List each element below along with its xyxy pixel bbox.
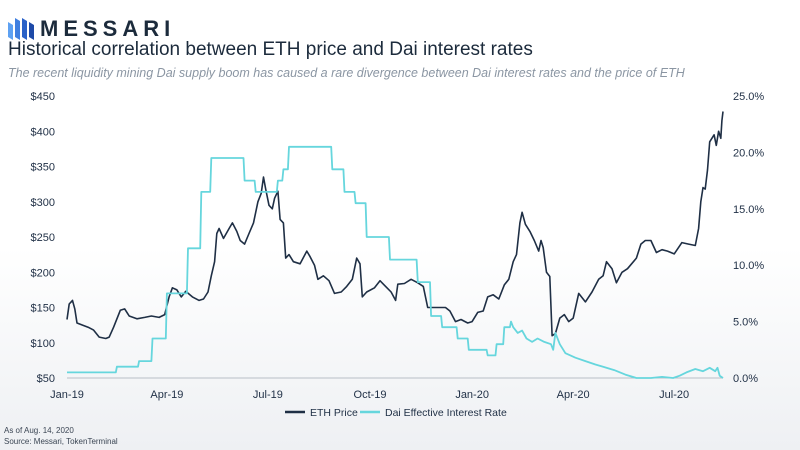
y-left-tick-label: $250 bbox=[31, 232, 55, 244]
y-left-tick-label: $200 bbox=[31, 267, 55, 279]
x-tick-label: Apr-20 bbox=[557, 389, 590, 401]
source-note: Source: Messari, TokenTerminal bbox=[4, 437, 118, 446]
y-left-tick-label: $350 bbox=[31, 162, 55, 174]
chart-subtitle: The recent liquidity mining Dai supply b… bbox=[8, 66, 685, 80]
y-right-tick-label: 0.0% bbox=[733, 373, 758, 385]
brand: MESSARI bbox=[8, 16, 175, 42]
y-right-tick-label: 20.0% bbox=[733, 147, 764, 159]
y-right-tick-label: 25.0% bbox=[733, 91, 764, 103]
brand-name: MESSARI bbox=[40, 16, 176, 41]
x-tick-label: Apr-19 bbox=[150, 389, 183, 401]
dai-rate-line bbox=[67, 145, 724, 379]
x-tick-label: Jan-20 bbox=[455, 389, 489, 401]
y-right-tick-label: 10.0% bbox=[733, 260, 764, 272]
eth-price-line bbox=[66, 111, 724, 340]
y-right-tick-label: 15.0% bbox=[733, 204, 764, 216]
y-left-tick-label: $150 bbox=[31, 303, 55, 315]
as-of-note: As of Aug. 14, 2020 bbox=[4, 426, 74, 435]
y-left-tick-label: $450 bbox=[31, 91, 55, 103]
x-tick-label: Jul-19 bbox=[253, 389, 283, 401]
chart-title: Historical correlation between ETH price… bbox=[8, 39, 533, 60]
legend-eth-price-label: ETH Price bbox=[310, 407, 358, 419]
x-tick-label: Jan-19 bbox=[50, 389, 84, 401]
y-left-tick-label: $400 bbox=[31, 126, 55, 138]
y-left-tick-label: $300 bbox=[31, 197, 55, 209]
y-left-tick-label: $100 bbox=[31, 338, 55, 350]
y-left-tick-label: $50 bbox=[37, 373, 55, 385]
y-right-tick-label: 5.0% bbox=[733, 317, 758, 329]
x-tick-label: Oct-19 bbox=[354, 389, 387, 401]
messari-logo-icon bbox=[8, 18, 34, 40]
legend-dai-rate-label: Dai Effective Interest Rate bbox=[385, 407, 507, 419]
x-tick-label: Jul-20 bbox=[659, 389, 689, 401]
